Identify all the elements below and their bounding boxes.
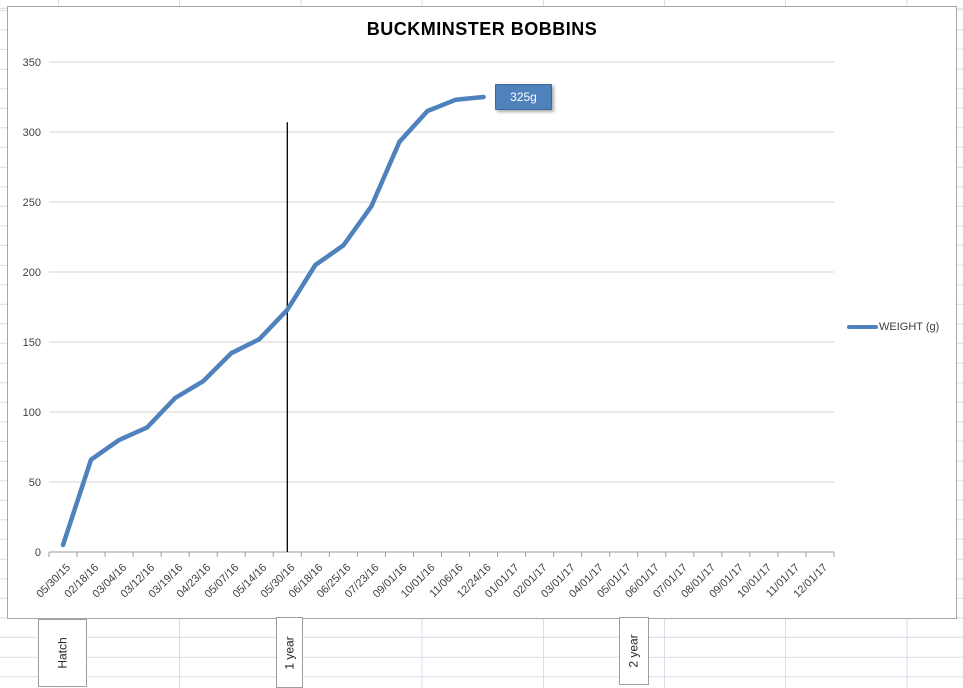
plot-area: 05010015020025030035005/30/1502/18/1603/… — [23, 57, 835, 600]
legend-series-label: WEIGHT (g) — [879, 321, 940, 333]
svg-text:100: 100 — [23, 407, 41, 419]
cell-label-hatch-text: Hatch — [55, 637, 70, 669]
data-label-325g: 325g — [495, 84, 552, 110]
svg-text:150: 150 — [23, 337, 41, 349]
legend-line-swatch-icon — [847, 325, 878, 329]
svg-text:200: 200 — [23, 267, 41, 279]
svg-text:50: 50 — [29, 477, 41, 489]
cell-label-2-year-text: 2 year — [627, 634, 642, 668]
legend: WEIGHT (g) — [847, 321, 939, 333]
cell-label-1-year[interactable]: 1 year — [276, 617, 303, 688]
svg-text:300: 300 — [23, 127, 41, 139]
svg-text:350: 350 — [23, 57, 41, 69]
cell-label-2-year[interactable]: 2 year — [619, 617, 649, 685]
cell-label-hatch[interactable]: Hatch — [38, 619, 87, 687]
svg-text:0: 0 — [35, 547, 41, 559]
svg-text:250: 250 — [23, 197, 41, 209]
chart-object[interactable]: 0 50 100 150 200 250 300 350 05/30/15 02/18/16 03/… — [7, 6, 957, 619]
cell-label-1-year-text: 1 year — [282, 635, 297, 670]
chart-title: BUCKMINSTER BOBBINS — [366, 19, 598, 39]
